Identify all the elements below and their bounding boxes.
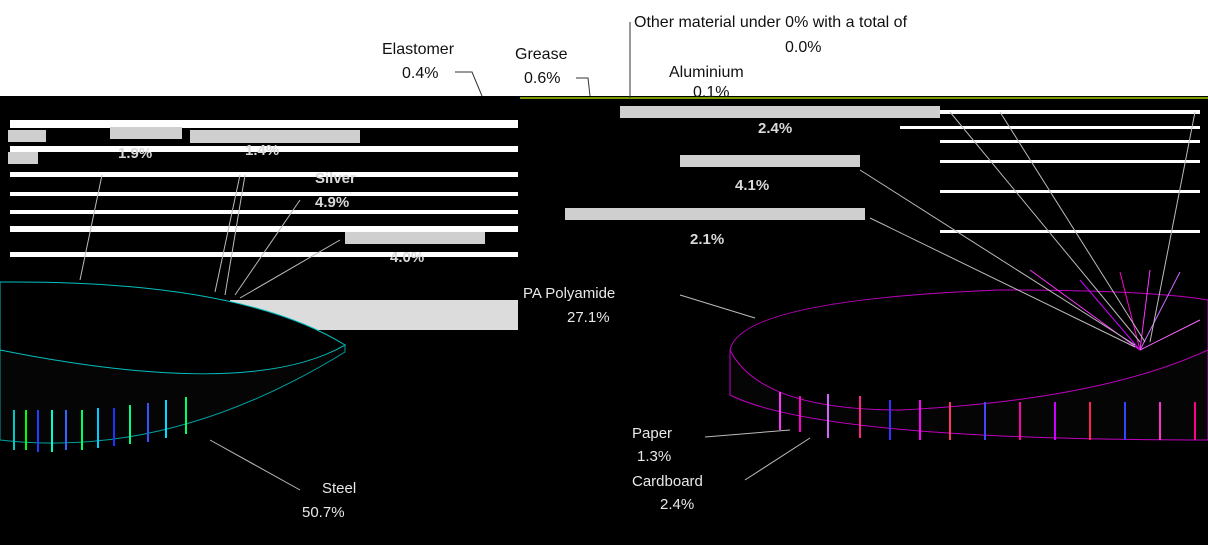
label-glitch-value-6: 1.9% <box>118 145 152 162</box>
leader-line-left-c <box>214 174 241 293</box>
leader-line-left-e <box>239 239 341 299</box>
label-other-material-value: 0.0% <box>785 39 821 56</box>
label-cardboard-value: 2.4% <box>660 496 694 513</box>
left-pie-top <box>0 281 346 375</box>
leader-line-left-b <box>224 174 246 296</box>
label-aluminium-text: Aluminium <box>669 64 744 81</box>
label-glitch-value-3: 4.1% <box>735 177 769 194</box>
leader-line-steel <box>209 439 301 491</box>
leader-line-cardboard <box>744 437 811 481</box>
leader-line-left-d <box>79 174 103 281</box>
leader-line-elastomer <box>455 71 483 97</box>
leader-line-right-a <box>859 169 1136 346</box>
top-margin <box>0 0 1208 96</box>
leader-line-silver <box>234 199 301 296</box>
label-grease-value: 0.6% <box>524 70 560 87</box>
label-glitch-value-1: 1.4% <box>245 142 279 159</box>
right-pie <box>679 111 1208 481</box>
label-elastomer-value: 0.4% <box>402 65 438 82</box>
illegible-label-blocks <box>8 106 940 244</box>
right-pie-top <box>729 289 1208 411</box>
label-silver-text: Silver <box>315 170 356 187</box>
render-artifact-stripes <box>10 110 1200 330</box>
label-pa-polyamide-value: 27.1% <box>567 309 610 326</box>
label-glitch-value-4: 2.1% <box>690 231 724 248</box>
label-aluminium-value: 0.1% <box>693 84 729 101</box>
label-silver-value: 4.9% <box>315 194 349 211</box>
label-pa-polyamide-text: PA Polyamide <box>523 285 615 302</box>
label-cardboard-text: Cardboard <box>632 473 703 490</box>
label-grease-text: Grease <box>515 46 568 63</box>
leader-line-pa-polyamide <box>679 294 756 319</box>
leader-line-right-e <box>1149 111 1196 343</box>
left-pie-side-stripes <box>13 397 187 452</box>
left-pie <box>0 174 346 491</box>
label-other-material-text: Other material under 0% with a total of <box>634 14 908 31</box>
right-pie-side-stripes <box>779 392 1196 440</box>
leader-line-paper <box>704 429 791 438</box>
leader-line-grease <box>576 77 591 97</box>
label-paper-value: 1.3% <box>637 448 671 465</box>
label-paper-text: Paper <box>632 425 672 442</box>
leader-line-right-c <box>949 111 1141 343</box>
label-glitch-value-5: 2.4% <box>758 120 792 137</box>
label-glitch-value-2: 4.0% <box>390 249 424 266</box>
leader-line-right-d <box>999 111 1146 343</box>
label-steel-text: Steel <box>322 480 356 497</box>
label-steel-value: 50.7% <box>302 504 345 521</box>
label-elastomer-text: Elastomer <box>382 41 455 58</box>
leader-line-right-b <box>869 217 1136 348</box>
